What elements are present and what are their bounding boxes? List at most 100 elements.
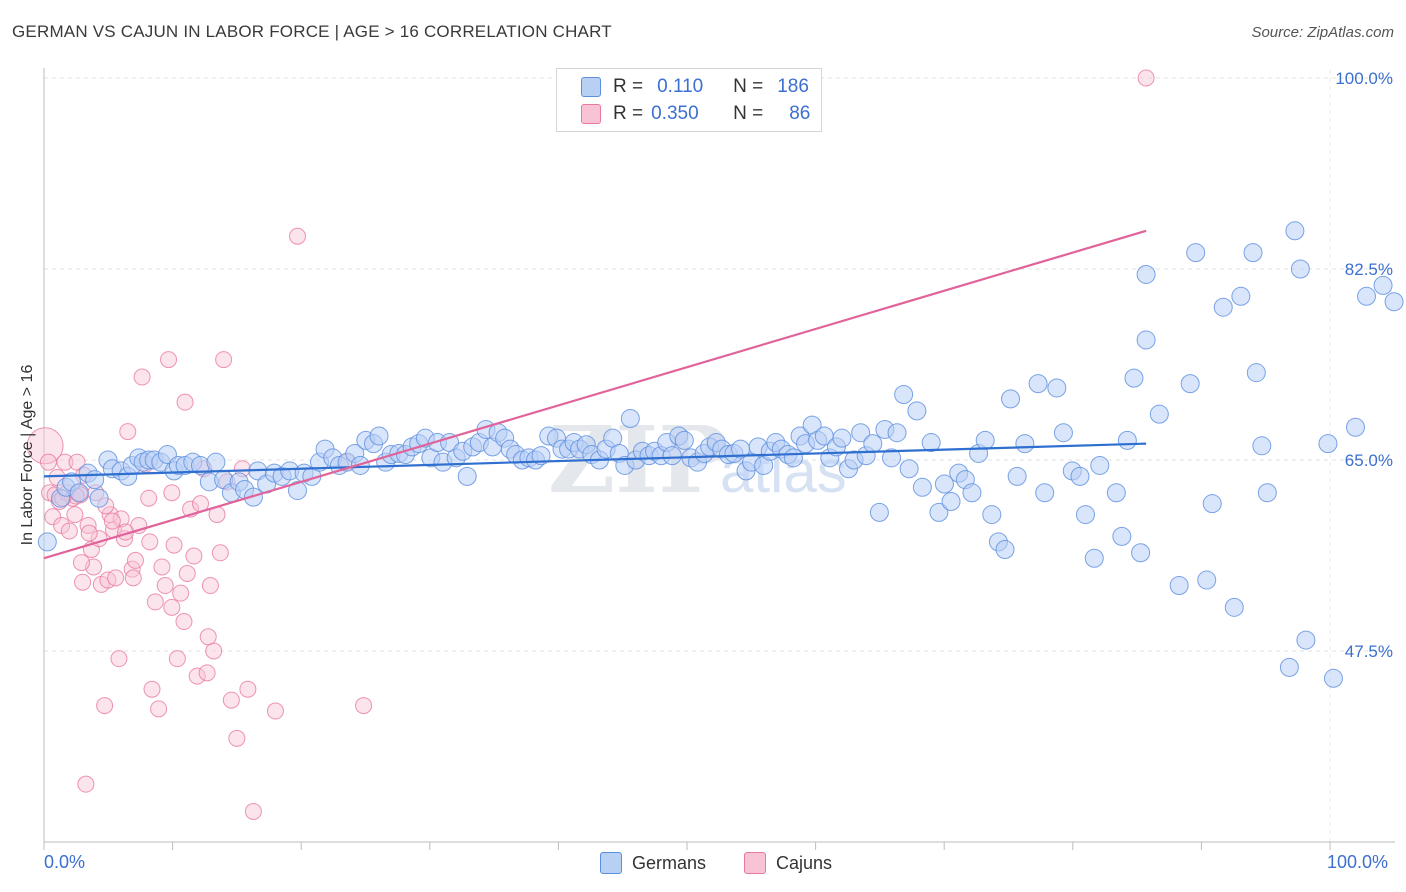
german-point <box>531 446 551 466</box>
german-trend-line <box>43 442 1147 478</box>
cajun-point <box>140 489 158 507</box>
german-point <box>1149 404 1169 424</box>
german-point <box>1047 378 1067 398</box>
cajun-point <box>56 453 74 471</box>
german-point <box>783 448 803 468</box>
cajun-point <box>228 729 246 747</box>
german-point <box>1112 526 1132 546</box>
german-point <box>851 423 871 443</box>
german-point <box>350 455 370 475</box>
chart-title: GERMAN VS CAJUN IN LABOR FORCE | AGE > 1… <box>12 22 612 41</box>
cajun-point <box>146 593 164 611</box>
german-point <box>1070 466 1090 486</box>
legend-label-germans: Germans <box>632 852 707 873</box>
cajun-point <box>222 691 240 709</box>
y-tick-label: 82.5% <box>1345 260 1393 279</box>
cajun-point <box>178 565 196 583</box>
cajun-point <box>119 423 137 441</box>
german-point <box>1007 466 1027 486</box>
german-point <box>287 481 307 501</box>
cajun-point <box>133 368 151 386</box>
cajun-point <box>107 569 125 587</box>
german-point <box>1202 494 1222 514</box>
cajun-point <box>239 680 257 698</box>
cajun-point <box>143 680 161 698</box>
cajun-point <box>211 544 229 562</box>
german-point <box>1180 374 1200 394</box>
german-point <box>863 434 883 454</box>
german-point <box>1124 368 1144 388</box>
source-label: Source: ZipAtlas.com <box>1251 24 1394 41</box>
cajun-point <box>150 700 168 718</box>
german-point <box>1224 597 1244 617</box>
x-max-label: 100.0% <box>1327 852 1389 872</box>
cajun-r-value: 0.350 <box>651 103 699 124</box>
cajun-trend-line <box>43 229 1147 560</box>
cajun-swatch <box>581 104 601 124</box>
german-point <box>929 502 949 522</box>
german-point <box>674 430 694 450</box>
german-point <box>832 428 852 448</box>
german-point <box>887 423 907 443</box>
german-point <box>1279 657 1299 677</box>
german-point <box>882 448 902 468</box>
cajun-point <box>163 484 181 502</box>
german-n-label: N = <box>733 76 764 97</box>
german-point <box>206 452 226 472</box>
x-min-label: 0.0% <box>44 852 86 872</box>
german-point <box>899 459 919 479</box>
german-point <box>921 433 941 453</box>
german-point <box>982 505 1002 525</box>
cajun-point <box>201 577 219 595</box>
german-point <box>1323 668 1343 688</box>
german-point <box>934 474 954 494</box>
german-point <box>1075 505 1095 525</box>
cajun-r-label: R = <box>613 103 644 124</box>
cajun-point <box>1137 69 1155 87</box>
legend-item-germans: Germans <box>600 852 706 874</box>
cajun-point <box>126 551 144 569</box>
german-point <box>1090 455 1110 475</box>
cajun-point <box>188 667 206 685</box>
legend-item-cajuns: Cajuns <box>744 852 832 874</box>
german-point <box>1290 259 1310 279</box>
y-tick-label: 100.0% <box>1335 69 1393 88</box>
cajun-point <box>153 558 171 576</box>
german-point <box>37 532 57 552</box>
german-point <box>894 385 914 405</box>
german-point <box>1169 576 1189 596</box>
german-point <box>1257 483 1277 503</box>
cajun-point <box>124 569 142 587</box>
german-point <box>1252 436 1272 456</box>
germans-swatch <box>600 852 622 874</box>
german-point <box>1084 548 1104 568</box>
cajun-point <box>74 573 92 591</box>
german-point <box>1373 275 1393 295</box>
german-r-label: R = <box>613 76 644 97</box>
cajun-point <box>77 775 95 793</box>
german-point <box>69 483 89 503</box>
german-point <box>85 470 105 490</box>
cajun-point <box>26 427 64 465</box>
cajun-point <box>175 613 193 631</box>
german-point <box>869 502 889 522</box>
german-point <box>1136 264 1156 284</box>
cajun-point <box>123 560 141 578</box>
german-point <box>457 466 477 486</box>
german-swatch <box>581 77 601 97</box>
german-point <box>907 401 927 421</box>
german-point <box>1346 417 1366 437</box>
cajun-point <box>163 598 181 616</box>
german-point <box>1357 286 1377 306</box>
cajun-point <box>141 533 159 551</box>
german-point <box>1117 430 1137 450</box>
german-point <box>962 483 982 503</box>
german-point <box>995 539 1015 559</box>
y-tick-label: 47.5% <box>1345 642 1393 661</box>
legend-row-german: R = 0.110 N = 186 <box>581 75 809 99</box>
german-point <box>1213 297 1233 317</box>
cajun-point <box>39 453 57 471</box>
cajun-n-label: N = <box>733 103 764 124</box>
cajun-point <box>44 508 62 526</box>
german-r-value: 0.110 <box>657 76 704 97</box>
